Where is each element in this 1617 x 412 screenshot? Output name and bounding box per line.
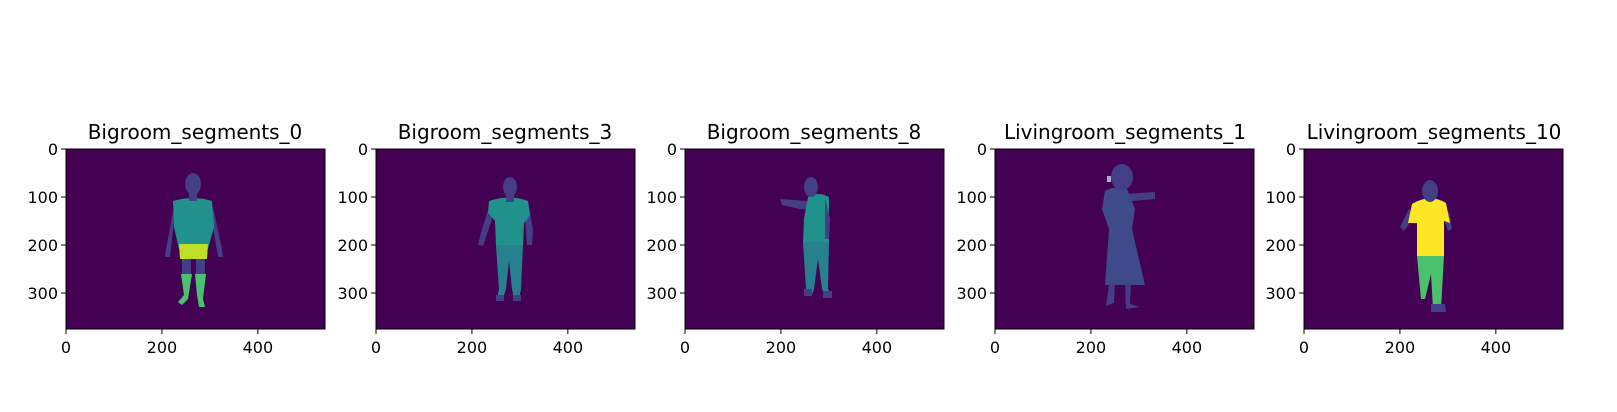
y-tick-label: 100: [27, 188, 58, 207]
person-figure: [780, 177, 832, 298]
x-tick-label: 200: [457, 338, 488, 357]
axes-ticks: 0 200 400 0 100 200 300 0 200 400 0 100 200 300 0 200 40…: [27, 140, 1511, 357]
x-tick-label: 0: [990, 338, 1000, 357]
x-tick-label: 0: [61, 338, 71, 357]
panel-1: [65, 148, 326, 330]
x-tick-label: 400: [553, 338, 584, 357]
panel-4-title: Livingroom_segments_1: [1004, 120, 1246, 144]
y-tick-label: 200: [27, 236, 58, 255]
y-tick-label: 300: [337, 284, 368, 303]
plot-frame: [65, 148, 326, 330]
person-figure: [478, 177, 533, 301]
y-tick-label: 200: [337, 236, 368, 255]
y-tick-label: 0: [1286, 140, 1296, 159]
x-tick-label: 0: [371, 338, 381, 357]
panel-4: [994, 148, 1255, 330]
plot-frame: [375, 148, 636, 330]
panel-5-title: Livingroom_segments_10: [1307, 120, 1562, 144]
person-figure: [1400, 180, 1452, 312]
person-figure: [165, 173, 223, 307]
y-tick-label: 0: [977, 140, 987, 159]
panel-2: [375, 148, 636, 330]
y-tick-label: 100: [956, 188, 987, 207]
person-figure: [1102, 164, 1155, 309]
panel-3-title: Bigroom_segments_8: [707, 120, 922, 144]
y-tick-label: 100: [337, 188, 368, 207]
y-tick-label: 300: [27, 284, 58, 303]
x-tick-label: 200: [766, 338, 797, 357]
y-tick-label: 100: [1265, 188, 1296, 207]
panel-3: [684, 148, 945, 330]
x-tick-label: 0: [1299, 338, 1309, 357]
y-tick-label: 300: [646, 284, 677, 303]
panel-2-title: Bigroom_segments_3: [398, 120, 613, 144]
plot-frame: [684, 148, 945, 330]
x-tick-label: 200: [147, 338, 178, 357]
plot-frame: [994, 148, 1255, 330]
x-tick-label: 400: [243, 338, 274, 357]
y-tick-label: 200: [646, 236, 677, 255]
y-tick-label: 0: [667, 140, 677, 159]
x-tick-label: 200: [1076, 338, 1107, 357]
x-tick-label: 0: [680, 338, 690, 357]
panel-1-title: Bigroom_segments_0: [88, 120, 303, 144]
y-tick-label: 200: [1265, 236, 1296, 255]
x-tick-label: 400: [1481, 338, 1512, 357]
y-tick-label: 0: [48, 140, 58, 159]
y-tick-label: 100: [646, 188, 677, 207]
plot-frame: [1303, 148, 1564, 330]
x-tick-label: 400: [1172, 338, 1203, 357]
x-tick-label: 200: [1385, 338, 1416, 357]
y-tick-label: 300: [1265, 284, 1296, 303]
y-tick-label: 0: [358, 140, 368, 159]
x-tick-label: 400: [862, 338, 893, 357]
y-tick-label: 200: [956, 236, 987, 255]
y-tick-label: 300: [956, 284, 987, 303]
panel-5: [1303, 148, 1564, 330]
